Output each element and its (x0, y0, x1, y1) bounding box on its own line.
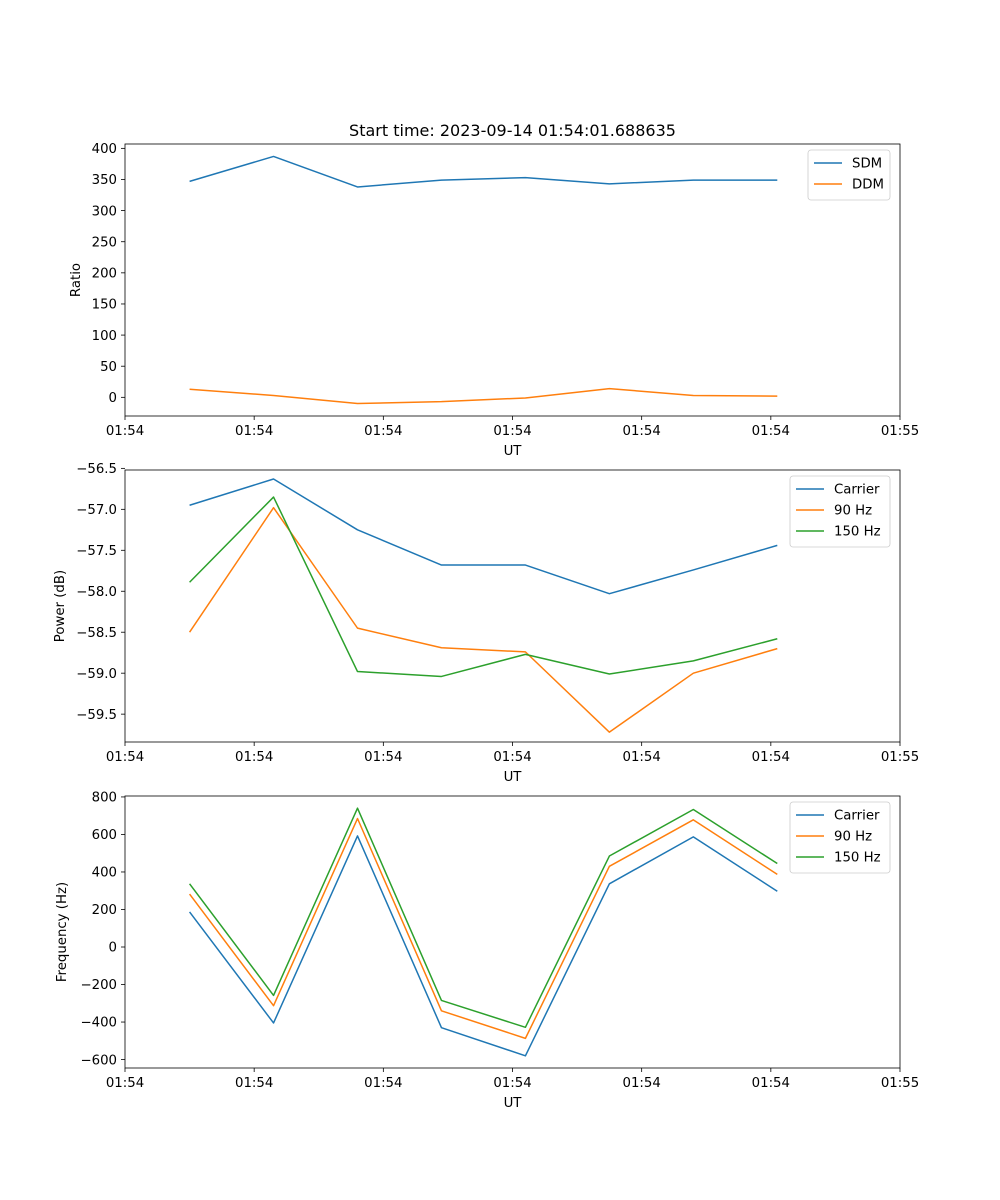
legend-label: Carrier (834, 483, 880, 498)
x-tick-label: 01:54 (752, 750, 790, 765)
legend-label: DDM (852, 178, 884, 193)
y-tick-label: 150 (92, 298, 117, 313)
subplot-panels: 01:54 01:54 01:54 01:54 01:54 01:54 01:55 0 50 10… (53, 142, 919, 1111)
y-tick-label: −59.0 (76, 667, 117, 682)
legend-label: SDM (852, 157, 882, 172)
y-tick-label: −56.5 (76, 462, 117, 477)
legend-label: 150 Hz (834, 851, 881, 866)
x-tick-label: 01:54 (623, 750, 661, 765)
legend-label: 150 Hz (834, 525, 881, 540)
series-line-150-hz (189, 496, 778, 678)
x-tick-label: 01:54 (493, 750, 531, 765)
x-tick-label: 01:54 (623, 1076, 661, 1091)
x-tick-label: 01:54 (623, 424, 661, 439)
x-tick-label: 01:54 (235, 424, 273, 439)
x-tick-label: 01:55 (881, 750, 919, 765)
y-tick-label: −57.5 (76, 544, 117, 559)
x-tick-label: 01:54 (106, 1076, 144, 1091)
y-tick-label: −200 (80, 978, 117, 993)
legend-label: 90 Hz (834, 504, 872, 519)
series-line-carrier (188, 835, 778, 1057)
y-axis-label: Power (dB) (53, 570, 68, 642)
x-tick-label: 01:54 (493, 424, 531, 439)
legend-box (789, 801, 891, 874)
x-axis-label: UT (504, 1096, 523, 1111)
y-tick-label: 250 (92, 235, 117, 250)
x-tick-label: 01:55 (881, 1076, 919, 1091)
y-tick-label: −600 (80, 1053, 117, 1068)
y-axis-label: Frequency (Hz) (55, 882, 70, 982)
y-tick-label: 800 (92, 791, 117, 806)
x-tick-label: 01:54 (493, 1076, 531, 1091)
legend-label: Carrier (834, 809, 880, 824)
x-tick-label: 01:54 (752, 1076, 790, 1091)
legend: Carrier 90 Hz 150 Hz (789, 801, 891, 874)
y-tick-label: −400 (80, 1016, 117, 1031)
y-tick-label: 400 (92, 866, 117, 881)
y-tick-label: 300 (92, 204, 117, 219)
y-tick-label: 100 (92, 329, 117, 344)
series-line-sdm (189, 155, 778, 188)
series-line-90-hz (188, 817, 778, 1040)
subplot-2: 01:54 01:54 01:54 01:54 01:54 01:54 01:55 −59.5… (53, 462, 919, 785)
y-tick-label: −58.0 (76, 585, 117, 600)
x-tick-label: 01:54 (235, 750, 273, 765)
x-tick-label: 01:55 (881, 424, 919, 439)
chart-title: Start time: 2023-09-14 01:54:01.688635 (349, 121, 676, 140)
x-tick-label: 01:54 (752, 424, 790, 439)
y-tick-label: −59.5 (76, 708, 117, 723)
y-tick-label: 600 (92, 828, 117, 843)
series-line-carrier (189, 478, 778, 595)
legend: Carrier 90 Hz 150 Hz (789, 475, 891, 548)
x-tick-label: 01:54 (364, 1076, 402, 1091)
y-tick-label: 50 (100, 360, 117, 375)
y-tick-label: 350 (92, 173, 117, 188)
axes-frame (124, 469, 901, 743)
axes-frame (124, 143, 901, 417)
subplot-1: 01:54 01:54 01:54 01:54 01:54 01:54 01:55 0 50 10… (69, 142, 919, 459)
x-tick-label: 01:54 (106, 424, 144, 439)
y-tick-label: 200 (92, 903, 117, 918)
y-tick-label: 0 (109, 391, 117, 406)
legend-label: 90 Hz (834, 830, 872, 845)
x-tick-label: 01:54 (106, 750, 144, 765)
y-tick-label: 400 (92, 142, 117, 157)
x-axis-label: UT (504, 770, 523, 785)
axes-frame (124, 795, 901, 1069)
y-tick-label: 200 (92, 267, 117, 282)
y-tick-label: 0 (109, 941, 117, 956)
legend: SDM DDM (807, 149, 891, 201)
y-axis-label: Ratio (69, 263, 84, 297)
y-tick-label: −57.0 (76, 503, 117, 518)
series-line-ddm (189, 387, 778, 405)
subplot-3: 01:54 01:54 01:54 01:54 01:54 01:54 01:55 −600 −… (55, 791, 919, 1111)
x-tick-label: 01:54 (235, 1076, 273, 1091)
legend-box (789, 475, 891, 548)
series-line-150-hz (188, 807, 778, 1029)
x-tick-label: 01:54 (364, 424, 402, 439)
x-tick-label: 01:54 (364, 750, 402, 765)
y-tick-label: −58.5 (76, 626, 117, 641)
x-axis-label: UT (504, 444, 523, 459)
